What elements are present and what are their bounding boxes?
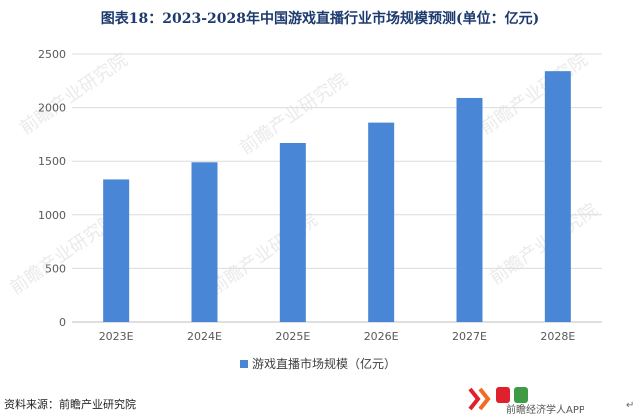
legend-swatch — [240, 360, 248, 368]
x-tick-label: 2023E — [99, 330, 134, 343]
legend: 游戏直播市场规模（亿元） — [240, 356, 396, 371]
return-arrow: ↵ — [626, 400, 635, 411]
y-tick-label: 2000 — [38, 102, 66, 115]
bar-2027E — [456, 97, 483, 323]
bar-2025E — [279, 142, 306, 322]
y-tick-label: 2500 — [38, 48, 66, 61]
y-tick-label: 1000 — [38, 209, 66, 222]
y-tick-label: 500 — [45, 262, 66, 275]
brand-logo: 前瞻经济学人APP — [468, 387, 584, 415]
x-tick-label: 2028E — [540, 330, 575, 343]
x-tick-label: 2027E — [452, 330, 487, 343]
y-tick-label: 1500 — [38, 155, 66, 168]
bar-2026E — [368, 122, 395, 322]
x-tick-label: 2024E — [187, 330, 222, 343]
legend-label: 游戏直播市场规模（亿元） — [252, 356, 396, 371]
x-tick-label: 2026E — [364, 330, 399, 343]
chart-title: 图表18：2023-2028年中国游戏直播行业市场规模预测(单位：亿元) — [100, 11, 540, 27]
bar-2023E — [103, 179, 130, 322]
logo-brand-text: 前瞻经济学人APP — [506, 403, 584, 415]
source-note: 资料来源：前瞻产业研究院 — [4, 398, 136, 411]
bar-chart: 0 500 1000 1500 2000 2500 2023E 2024E 2025E 2026… — [38, 48, 602, 371]
bar-2028E — [544, 71, 571, 322]
y-tick-label: 0 — [59, 316, 66, 329]
bar-2024E — [191, 162, 218, 322]
x-tick-label: 2025E — [275, 330, 310, 343]
